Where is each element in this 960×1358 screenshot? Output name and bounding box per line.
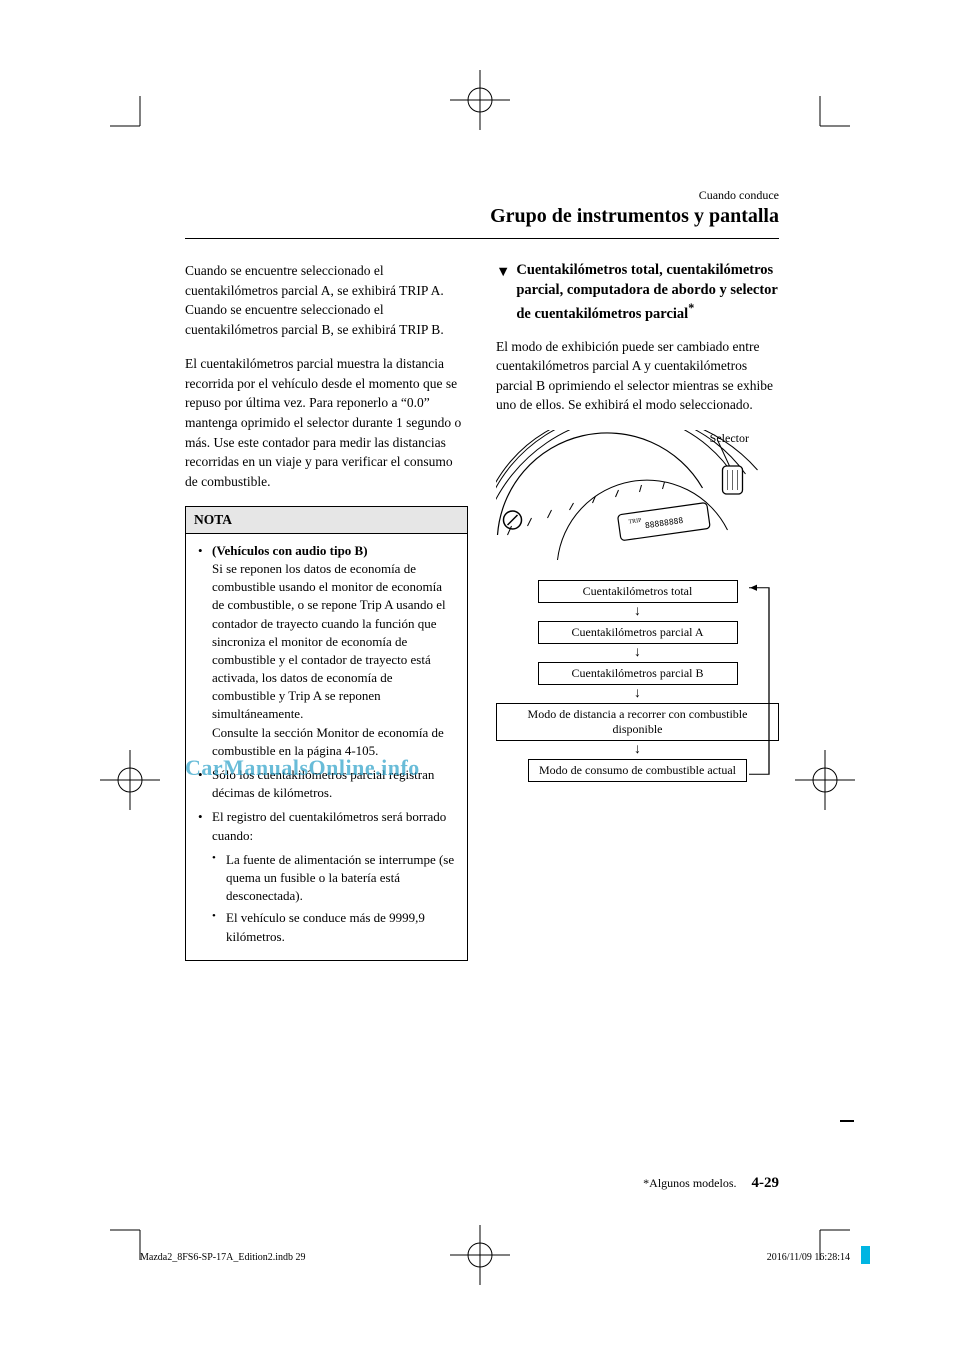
page: Cuando conduce Grupo de instrumentos y p… (0, 0, 960, 1358)
header-rule (185, 238, 779, 239)
right-subheading: ▼ Cuentakilómetros total, cuentakilómetr… (496, 261, 779, 325)
flow-box-1: Cuentakilómetros total (538, 580, 738, 603)
reg-mark-left (100, 750, 160, 810)
flow-box-3: Cuentakilómetros parcial B (538, 662, 738, 685)
nota-item-3a: La fuente de alimentación se interrumpe … (196, 851, 457, 906)
svg-text:88888888: 88888888 (644, 516, 684, 530)
right-para-1: El modo de exhibición puede ser cambiado… (496, 337, 779, 415)
flow-arrow-4: ↓ (634, 743, 641, 757)
content-area: Cuando conduce Grupo de instrumentos y p… (185, 188, 779, 961)
selector-diagram: Selector (496, 430, 779, 570)
nota-item-2: Sólo los cuentakilómetros parcial regist… (196, 766, 457, 802)
flow-box-4: Modo de distancia a recorrer con combust… (496, 703, 779, 741)
crop-corner-tr (810, 96, 850, 136)
subhead-text: Cuentakilómetros total, cuentakilómetros… (516, 261, 779, 325)
print-timestamp: 2016/11/09 16:28:14 (767, 1252, 850, 1263)
triangle-icon: ▼ (496, 261, 510, 325)
print-file: Mazda2_8FS6-SP-17A_Edition2.indb 29 (140, 1252, 306, 1263)
page-footer: *Algunos modelos. 4-29 (185, 1175, 779, 1192)
flow-box-5: Modo de consumo de combustible actual (528, 759, 747, 782)
nota-body: (Vehículos con audio tipo B) Si se repon… (186, 534, 467, 960)
nota-heading: NOTA (186, 507, 467, 534)
selector-label: Selector (710, 430, 749, 447)
nota-item-3: El registro del cuentakilómetros será bo… (196, 808, 457, 844)
crop-corner-tl (110, 96, 150, 136)
cyan-color-bar (861, 1246, 870, 1264)
left-column: Cuando se encuentre seleccionado el cuen… (185, 261, 468, 961)
header-title: Grupo de instrumentos y pantalla (185, 205, 779, 228)
header-eyebrow: Cuando conduce (185, 188, 779, 203)
footer-right: *Algunos modelos. 4-29 (643, 1175, 779, 1192)
columns: Cuando se encuentre seleccionado el cuen… (185, 261, 779, 961)
flow-arrow-1: ↓ (634, 605, 641, 619)
flow-box-2: Cuentakilómetros parcial A (538, 621, 738, 644)
mode-flow: Cuentakilómetros total ↓ Cuentakilómetro… (496, 580, 779, 782)
some-models-note: *Algunos modelos. (643, 1176, 736, 1190)
left-para-2: El cuentakilómetros parcial muestra la d… (185, 354, 468, 491)
page-number: 4-29 (752, 1175, 780, 1191)
edge-tick (840, 1120, 854, 1122)
right-column: ▼ Cuentakilómetros total, cuentakilómetr… (496, 261, 779, 961)
print-footer: Mazda2_8FS6-SP-17A_Edition2.indb 29 2016… (140, 1252, 850, 1263)
nota-item-1: (Vehículos con audio tipo B) Si se repon… (196, 542, 457, 760)
flow-inner: Cuentakilómetros total ↓ Cuentakilómetro… (496, 580, 779, 782)
flow-arrow-3: ↓ (634, 687, 641, 701)
nota-item-1-bold: (Vehículos con audio tipo B) (212, 543, 368, 558)
nota-item-3b: El vehículo se conduce más de 9999,9 kil… (196, 909, 457, 945)
flow-arrow-2: ↓ (634, 646, 641, 660)
reg-mark-top (450, 70, 510, 130)
nota-item-1-ref: Consulte la sección Monitor de economía … (212, 725, 444, 758)
nota-item-1-text: Si se reponen los datos de economía de c… (212, 561, 446, 722)
nota-box: NOTA (Vehículos con audio tipo B) Si se … (185, 506, 468, 961)
reg-mark-right (795, 750, 855, 810)
svg-text:TRIP: TRIP (628, 517, 642, 525)
page-header: Cuando conduce Grupo de instrumentos y p… (185, 188, 779, 228)
left-para-1: Cuando se encuentre seleccionado el cuen… (185, 261, 468, 339)
